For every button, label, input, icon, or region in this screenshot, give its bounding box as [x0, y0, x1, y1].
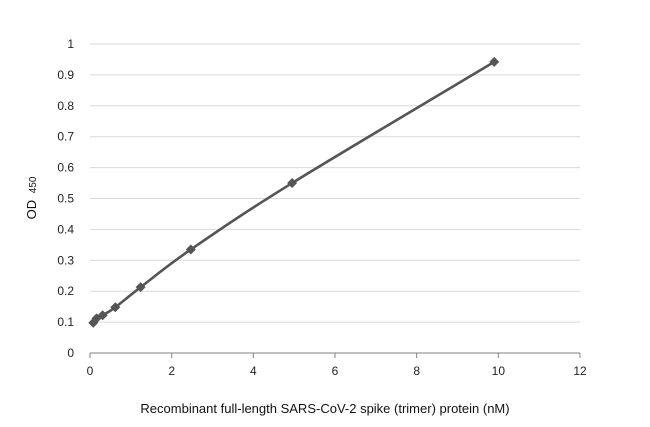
y-axis-title-subscript: 450 [28, 176, 39, 193]
y-tick-labels: 0 0.1 0.2 0.3 0.4 0.5 0.6 0.7 0.8 0.9 1 [57, 37, 74, 360]
data-point-diamond [287, 178, 298, 189]
x-tick-label: 0 [87, 364, 94, 378]
data-point-diamond [135, 282, 146, 293]
x-axis-title: Recombinant full-length SARS-CoV-2 spike… [140, 401, 509, 416]
x-tick-label: 10 [492, 364, 506, 378]
y-tick-label: 0.2 [57, 284, 74, 298]
x-tick-label: 8 [413, 364, 420, 378]
axis-titles: Recombinant full-length SARS-CoV-2 spike… [24, 176, 510, 416]
y-tick-label: 0.4 [57, 222, 74, 236]
y-tick-label: 0.7 [57, 130, 74, 144]
y-tick-label: 0.8 [57, 99, 74, 113]
data-point-diamond [185, 244, 196, 255]
y-tick-label: 0.3 [57, 253, 74, 267]
x-tick-label: 6 [332, 364, 339, 378]
y-tick-label: 0.6 [57, 161, 74, 175]
data-point-diamond [97, 310, 108, 321]
svg-text:OD 450: OD 450 [24, 176, 39, 219]
x-tick-label: 2 [168, 364, 175, 378]
x-tick-labels: 0 2 4 6 8 10 12 [87, 364, 587, 378]
y-tick-label: 0.1 [57, 315, 74, 329]
y-tick-label: 1 [67, 37, 74, 51]
x-tick-label: 4 [250, 364, 257, 378]
y-axis-title: OD 450 [24, 176, 39, 219]
x-tick-label: 12 [573, 364, 587, 378]
gridlines [90, 43, 580, 323]
series-line [92, 60, 495, 324]
y-tick-label: 0.9 [57, 68, 74, 82]
axes [89, 352, 581, 358]
y-axis-title-main: OD [24, 200, 39, 220]
data-point-diamond [110, 302, 121, 313]
data-series [88, 56, 500, 328]
y-tick-label: 0.5 [57, 192, 74, 206]
data-point-diamond [489, 56, 500, 67]
y-tick-label: 0 [67, 346, 74, 360]
